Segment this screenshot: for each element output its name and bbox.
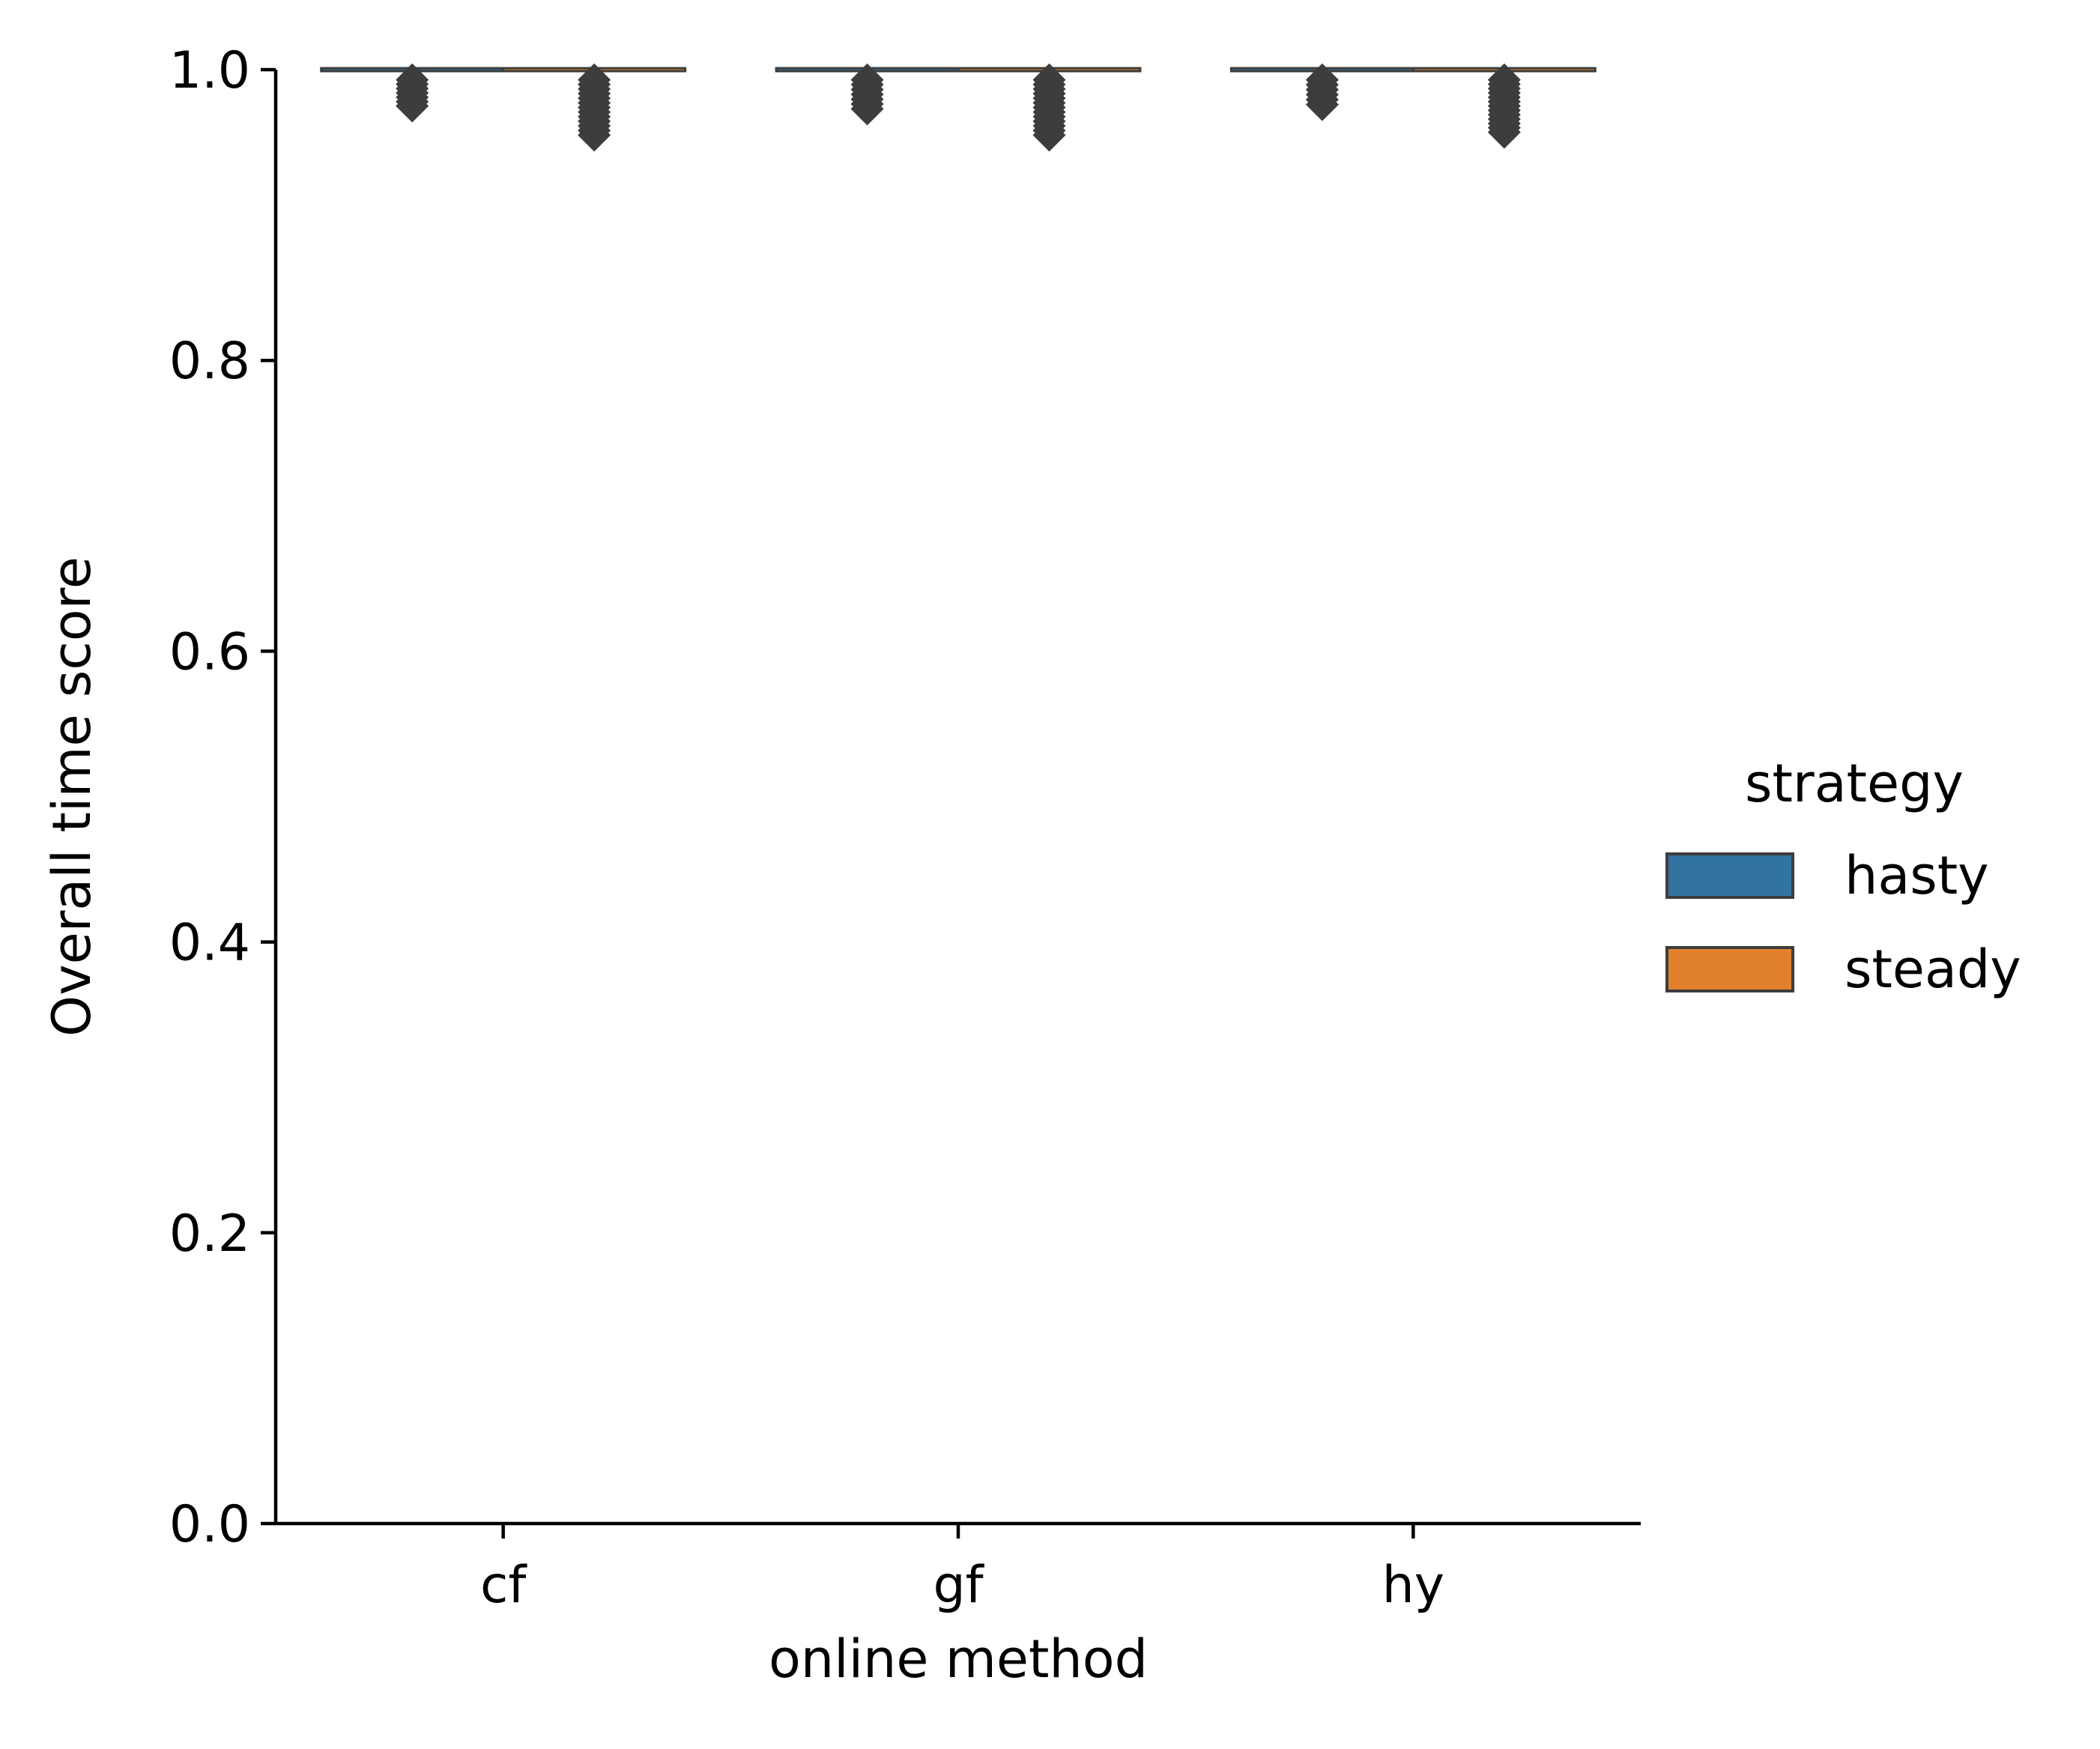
outlier-point <box>850 92 884 126</box>
legend: strategy hasty steady <box>1665 753 2021 1000</box>
outlier-point <box>396 89 429 123</box>
legend-label-steady: steady <box>1845 939 2021 1000</box>
outlier-point <box>578 118 611 152</box>
legend-swatch-hasty <box>1665 852 1794 899</box>
outlier-point <box>1305 88 1339 121</box>
outlier-point <box>1032 118 1066 152</box>
y-tick-label: 0.8 <box>169 332 250 391</box>
x-tick-label: cf <box>480 1556 527 1615</box>
outlier-point <box>1487 115 1521 149</box>
legend-swatch-steady <box>1665 946 1794 992</box>
y-tick-label: 0.2 <box>169 1204 250 1264</box>
y-axis-title: Overall time score <box>41 557 103 1037</box>
y-tick-label: 0.6 <box>169 622 250 682</box>
plot-area <box>320 63 1597 152</box>
y-tick-label: 1.0 <box>169 41 250 100</box>
x-tick-label: hy <box>1382 1556 1444 1615</box>
x-axis: cf gf hy <box>273 1521 1641 1615</box>
y-tick-label: 0.4 <box>169 914 250 973</box>
x-axis-title: online method <box>769 1628 1148 1690</box>
legend-label-hasty: hasty <box>1845 845 1989 906</box>
y-axis: 0.0 0.2 0.4 0.6 0.8 1.0 <box>169 41 278 1554</box>
x-ticks: cf gf hy <box>480 1524 1444 1615</box>
legend-title: strategy <box>1745 753 1964 814</box>
y-tick-label: 0.0 <box>169 1495 250 1554</box>
y-ticks: 0.0 0.2 0.4 0.6 0.8 1.0 <box>169 41 276 1554</box>
x-tick-label: gf <box>933 1556 984 1615</box>
